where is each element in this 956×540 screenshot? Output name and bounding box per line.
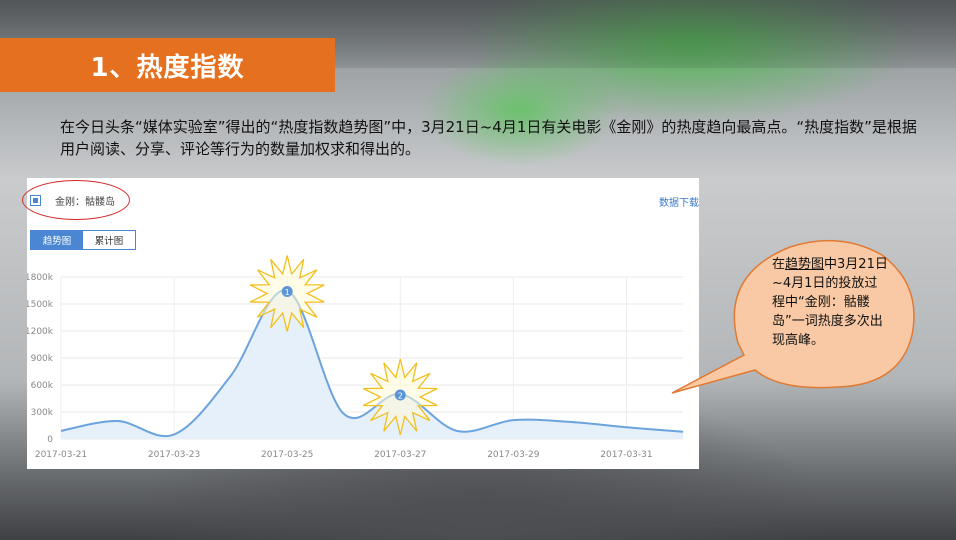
trend-chart: 0 300k 600k 900k 1200k 1500k 1800k 2017-03-21 20… xyxy=(27,178,699,469)
peak-marker-label: 1 xyxy=(285,288,290,297)
callout-prefix: 在 xyxy=(772,257,785,272)
slide-title: 1、热度指数 xyxy=(90,47,244,84)
peak-marker-label: 2 xyxy=(398,392,403,401)
chart-panel: 金刚：骷髅岛 数据下载 趋势图 累计图 0 300k 600k 900k 1200k 15… xyxy=(27,178,699,469)
y-tick-label: 900k xyxy=(31,354,54,364)
y-tick-label: 1200k xyxy=(27,327,54,337)
callout-text: 在趋势图中3月21日~4月1日的投放过程中“金刚：骷髅岛”一词热度多次出现高峰。 xyxy=(772,255,890,350)
y-tick-label: 1800k xyxy=(27,273,54,283)
x-tick-label: 2017-03-29 xyxy=(487,450,540,460)
y-tick-label: 600k xyxy=(31,381,54,391)
callout-underlined: 趋势图 xyxy=(785,257,824,272)
title-bar: 1、热度指数 xyxy=(0,38,335,92)
x-tick-label: 2017-03-23 xyxy=(148,450,200,460)
y-tick-label: 300k xyxy=(31,408,54,418)
x-tick-label: 2017-03-27 xyxy=(374,450,426,460)
series-area xyxy=(61,290,683,439)
red-circle-annotation xyxy=(22,180,130,220)
x-tick-label: 2017-03-21 xyxy=(35,450,87,460)
y-tick-label: 1500k xyxy=(27,300,54,310)
x-tick-label: 2017-03-31 xyxy=(600,450,652,460)
y-tick-label: 0 xyxy=(47,435,53,445)
intro-paragraph: 在今日头条“媒体实验室”得出的“热度指数趋势图”中，3月21日~4月1日有关电影… xyxy=(60,116,920,160)
x-tick-label: 2017-03-25 xyxy=(261,450,313,460)
